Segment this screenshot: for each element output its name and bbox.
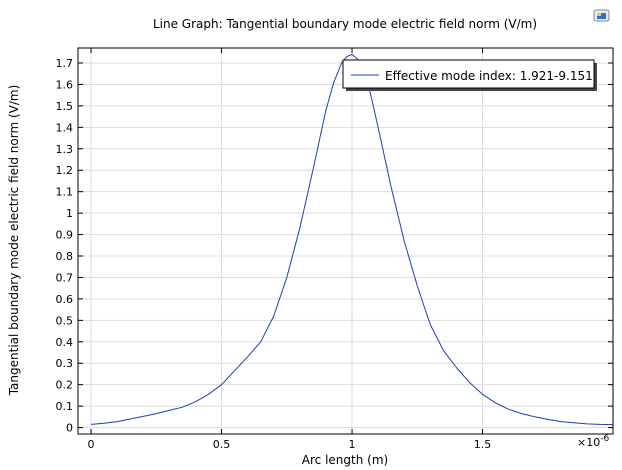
- y-tick-label: 1: [66, 207, 73, 220]
- x-tick-label: 1: [349, 438, 356, 451]
- y-tick-label: 1.4: [56, 121, 74, 134]
- y-tick-label: 0.1: [56, 400, 74, 413]
- legend-entry: Effective mode index: 1.921-9.151: [385, 69, 593, 83]
- y-tick-label: 0.3: [56, 357, 74, 370]
- chart-title: Line Graph: Tangential boundary mode ele…: [153, 17, 537, 31]
- x-tick-label: 0.5: [213, 438, 231, 451]
- plot-frame: [77, 47, 614, 435]
- y-tick-label: 0: [66, 422, 73, 435]
- y-tick-label: 0.5: [56, 314, 74, 327]
- legend[interactable]: Effective mode index: 1.921-9.151: [342, 59, 597, 91]
- y-tick-label: 1.5: [56, 100, 74, 113]
- y-tick-label: 0.8: [56, 250, 74, 263]
- y-tick-label: 0.9: [56, 229, 74, 242]
- y-tick-label: 0.6: [56, 293, 74, 306]
- series-line: [90, 53, 614, 426]
- y-tick-label: 1.1: [56, 186, 74, 199]
- grid-lines: [78, 48, 613, 434]
- y-tick-label: 0.7: [56, 271, 74, 284]
- y-tick-label: 0.4: [56, 336, 74, 349]
- series-layer: [90, 53, 614, 426]
- x-tick-label: 1.5: [474, 438, 492, 451]
- corner-image-icon[interactable]: [593, 9, 610, 22]
- y-axis-title: Tangential boundary mode electric field …: [7, 85, 21, 397]
- y-tick-label: 1.2: [56, 164, 74, 177]
- x-axis-title: Arc length (m): [302, 453, 388, 467]
- y-tick-label: 1.3: [56, 143, 74, 156]
- x-tick-label: 0: [88, 438, 95, 451]
- y-tick-label: 1.6: [56, 78, 74, 91]
- y-tick-label: 1.7: [56, 57, 74, 70]
- x-axis-ticks: 0 0.5 1 1.5: [88, 48, 492, 451]
- legend-box: [342, 59, 595, 89]
- y-axis-ticks: 0 0.1 0.2 0.3 0.4 0.5 0.6 0.7 0.8 0.9 1 1.1 1.2 1.3 1.…: [56, 57, 613, 435]
- x-scale-factor: ×10-6: [577, 434, 609, 449]
- y-tick-label: 0.2: [56, 379, 74, 392]
